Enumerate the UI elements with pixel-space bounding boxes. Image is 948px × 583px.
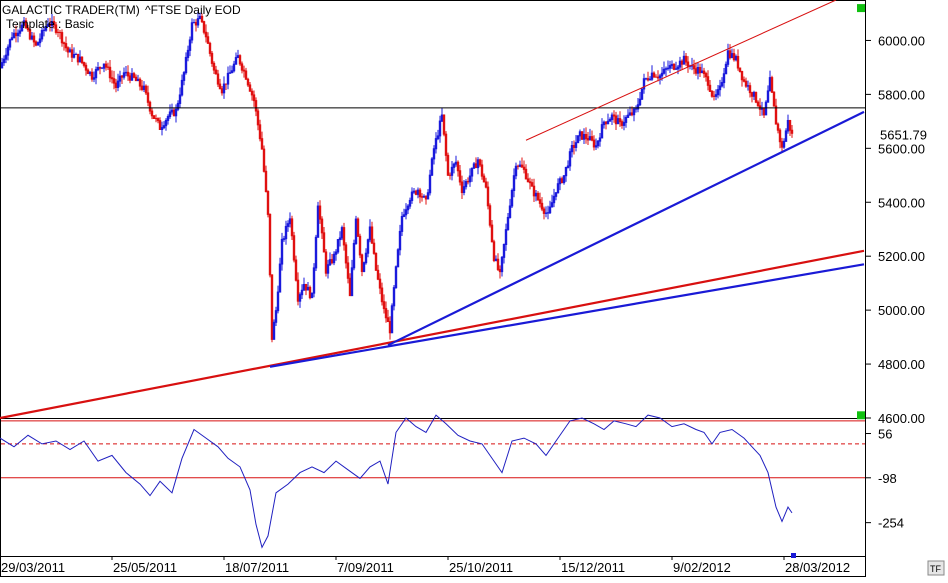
oscillator-tick-label: -254 [878, 516, 904, 531]
date-tick-label: 15/12/2011 [561, 560, 625, 575]
oscillator-polyline [0, 414, 793, 549]
price-bars [0, 11, 794, 343]
oscillator-line [0, 414, 793, 549]
date-tick-label: 25/10/2011 [449, 560, 513, 575]
price-tick-label: 5600.00 [878, 141, 925, 156]
price-tick-label: 6000.00 [878, 33, 925, 48]
oscillator-tick-label: 56 [878, 427, 892, 442]
date-tick-label: 18/07/2011 [225, 560, 289, 575]
template-label: Template : Basic [6, 17, 94, 31]
trendlines [0, 0, 865, 420]
date-tick-label: 7/09/2011 [337, 560, 394, 575]
price-tick-label: 5400.00 [878, 195, 925, 210]
trendline-blue-2 [387, 110, 865, 347]
price-tick-label: 5800.00 [878, 87, 925, 102]
price-panel-frame [0, 0, 866, 419]
trendline-blue-1 [269, 263, 865, 368]
oscillator-panel-frame [0, 418, 866, 557]
price-tick-label: 5000.00 [878, 303, 925, 318]
oscillator-tick-label: -98 [878, 471, 897, 486]
trendline-red-3 [525, 0, 837, 141]
green-marker-1 [857, 411, 865, 420]
date-tick-label: 29/03/2011 [1, 560, 65, 575]
price-axis: 4600.00 4800.00 5000.00 5200.00 5400.00 5600.… [865, 33, 925, 426]
tf-button[interactable]: TF [927, 560, 945, 576]
x-axis-frame [0, 556, 866, 577]
date-tick-label: 9/02/2012 [673, 560, 731, 575]
oscillator-axis: 56 -98 -254 [865, 427, 904, 531]
green-marker-0 [857, 4, 865, 13]
price-tick-label: 4800.00 [878, 357, 925, 372]
last-price-label: 5651.79 [880, 127, 927, 142]
price-tick-label: 4600.00 [878, 411, 925, 426]
trendline-red-0 [0, 249, 865, 420]
date-tick-label: 28/03/2012 [785, 560, 850, 575]
date-tick-label: 25/05/2011 [113, 560, 177, 575]
date-axis: 29/03/2011 25/05/2011 18/07/2011 7/09/2011 2… [1, 556, 850, 575]
tf-button-label: TF [930, 564, 941, 574]
instrument-label: ^FTSE Daily EOD [145, 3, 241, 17]
app-title: GALACTIC TRADER(TM) [2, 3, 140, 17]
current-date-marker [791, 553, 796, 558]
markers [791, 4, 865, 558]
price-tick-label: 5200.00 [878, 249, 925, 264]
